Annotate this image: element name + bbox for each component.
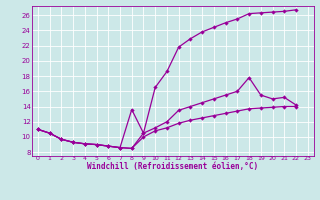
X-axis label: Windchill (Refroidissement éolien,°C): Windchill (Refroidissement éolien,°C) — [87, 162, 258, 171]
